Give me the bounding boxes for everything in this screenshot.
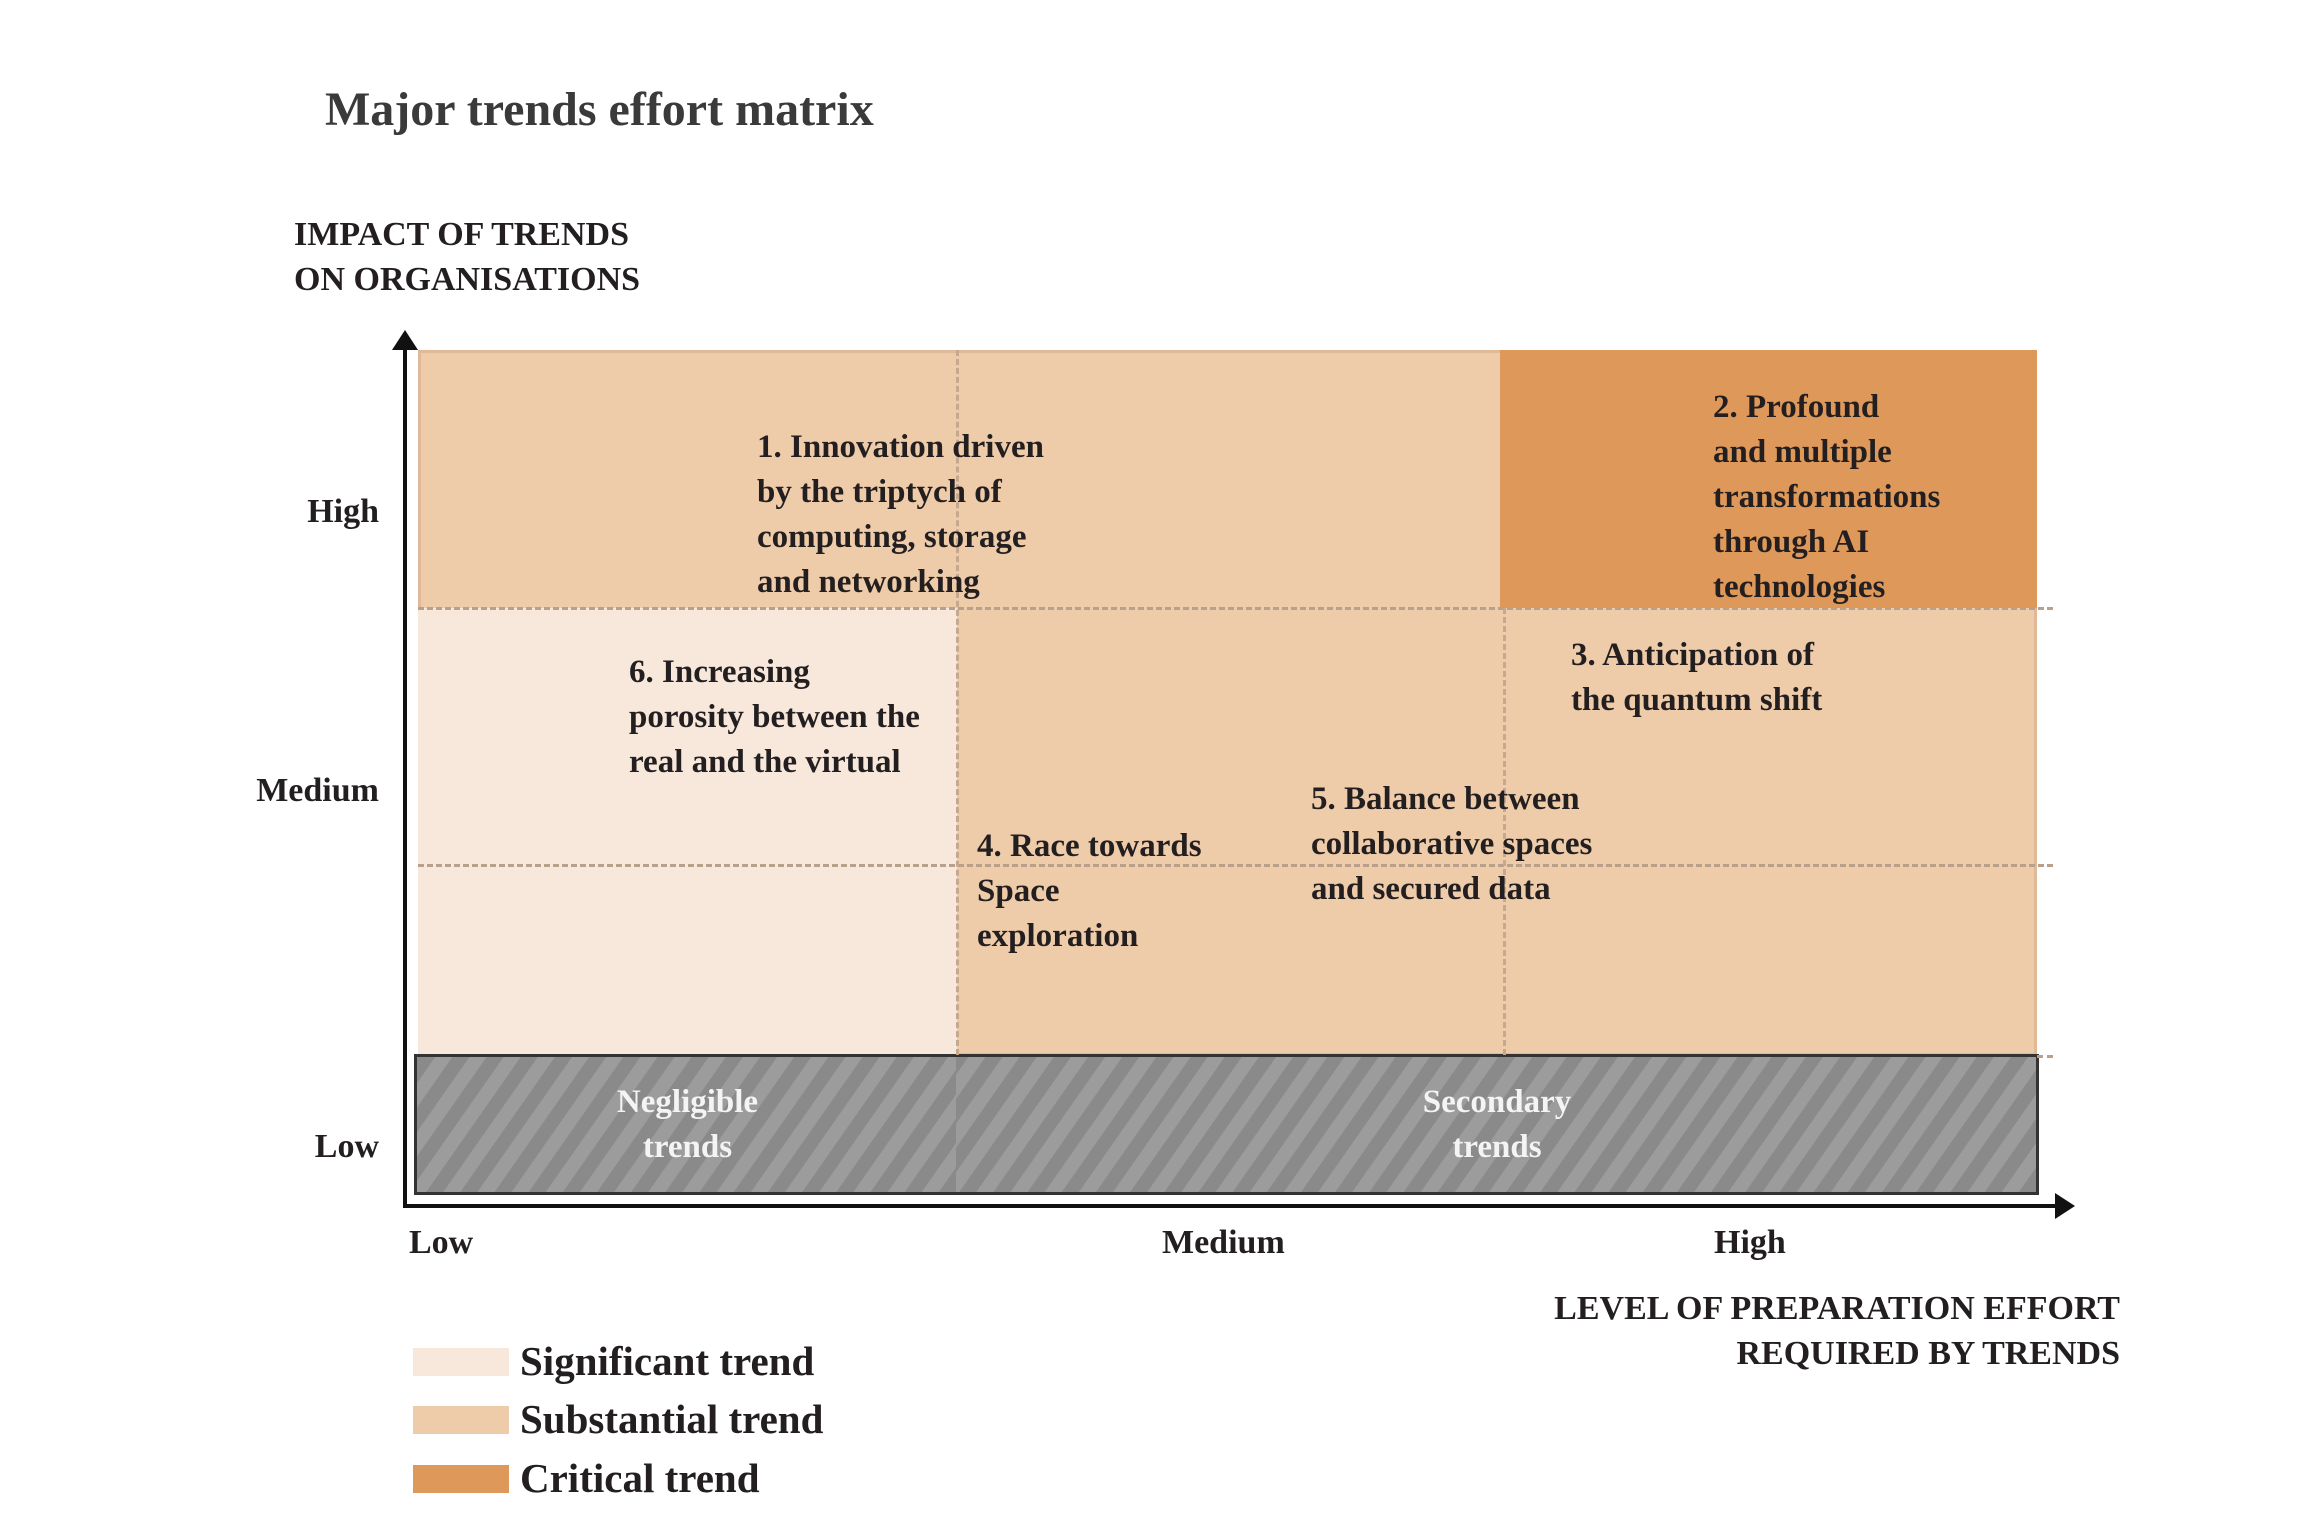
zone-label-line: Secondary (1422, 1084, 1572, 1120)
trend-line: Space (977, 873, 1060, 909)
grid-line-vertical (956, 350, 959, 1055)
secondary-label: Secondary trends (957, 1080, 2037, 1170)
x-tick-low: Low (409, 1224, 474, 1261)
trend-line: the quantum shift (1571, 682, 1823, 718)
trend-line: and secured data (1311, 871, 1551, 907)
trend-label-1: 1. Innovation driven by the triptych of … (757, 425, 1044, 605)
trend-line: 6. Increasing (629, 654, 810, 690)
trend-line: 4. Race towards (977, 828, 1202, 864)
y-tick-low: Low (314, 1128, 379, 1165)
x-axis-line (403, 1204, 2063, 1208)
secondary-zone (956, 1054, 2039, 1195)
grid-line-horizontal (418, 607, 2053, 610)
zone-label-line: Negligible (616, 1084, 759, 1120)
y-axis-title: IMPACT OF TRENDS ON ORGANISATIONS (294, 212, 640, 302)
x-axis-title: LEVEL OF PREPARATION EFFORT REQUIRED BY … (1554, 1286, 2120, 1376)
y-axis-arrow-icon (392, 330, 418, 350)
trend-line: by the triptych of (757, 474, 1002, 510)
trend-line: computing, storage (757, 519, 1027, 555)
x-axis-title-line: REQUIRED BY TRENDS (1736, 1335, 2120, 1372)
trend-line: 5. Balance between (1311, 781, 1580, 817)
chart-title: Major trends effort matrix (325, 83, 874, 136)
grid-line-vertical (1503, 608, 1506, 1055)
x-axis-title-line: LEVEL OF PREPARATION EFFORT (1554, 1290, 2120, 1327)
trend-line: 3. Anticipation of (1571, 637, 1814, 673)
trend-line: and multiple (1713, 434, 1892, 470)
legend-swatch-substantial (413, 1406, 509, 1434)
legend-label-critical: Critical trend (520, 1455, 760, 1501)
trend-label-3: 3. Anticipation of the quantum shift (1571, 633, 1822, 723)
trend-line: porosity between the (629, 699, 920, 735)
trend-line: technologies (1713, 569, 1886, 605)
legend-label-substantial: Substantial trend (520, 1396, 824, 1442)
trend-line: real and the virtual (629, 744, 901, 780)
trend-line: through AI (1713, 524, 1870, 560)
y-axis-line (403, 345, 407, 1208)
legend-label-significant: Significant trend (520, 1338, 815, 1384)
x-axis-arrow-icon (2055, 1193, 2075, 1219)
trend-line: exploration (977, 918, 1139, 954)
trend-line: and networking (757, 564, 980, 600)
trend-line: collaborative spaces (1311, 826, 1593, 862)
legend-swatch-significant (413, 1348, 509, 1376)
significant-zone (418, 608, 957, 1056)
x-tick-medium: Medium (1162, 1224, 1285, 1261)
trend-label-4: 4. Race towards Space exploration (977, 824, 1202, 959)
grid-line-horizontal (2037, 1055, 2053, 1058)
legend-swatch-critical (413, 1465, 509, 1493)
grid-line-horizontal (418, 864, 2053, 867)
trend-label-6: 6. Increasing porosity between the real … (629, 650, 920, 785)
zone-label-line: trends (1452, 1129, 1542, 1165)
trend-line: 1. Innovation driven (757, 429, 1044, 465)
y-axis-title-line: ON ORGANISATIONS (294, 261, 641, 298)
x-tick-high: High (1714, 1224, 1786, 1261)
trend-line: 2. Profound (1713, 389, 1880, 425)
trend-label-5: 5. Balance between collaborative spaces … (1311, 777, 1592, 912)
y-tick-high: High (307, 493, 379, 530)
y-axis-title-line: IMPACT OF TRENDS (294, 216, 630, 253)
negligible-label: Negligible trends (418, 1080, 957, 1170)
y-tick-medium: Medium (256, 772, 379, 809)
zone-label-line: trends (642, 1129, 733, 1165)
trend-label-2: 2. Profound and multiple transformations… (1713, 385, 1940, 610)
critical-zone (1500, 350, 2037, 608)
trend-line: transformations (1713, 479, 1941, 515)
